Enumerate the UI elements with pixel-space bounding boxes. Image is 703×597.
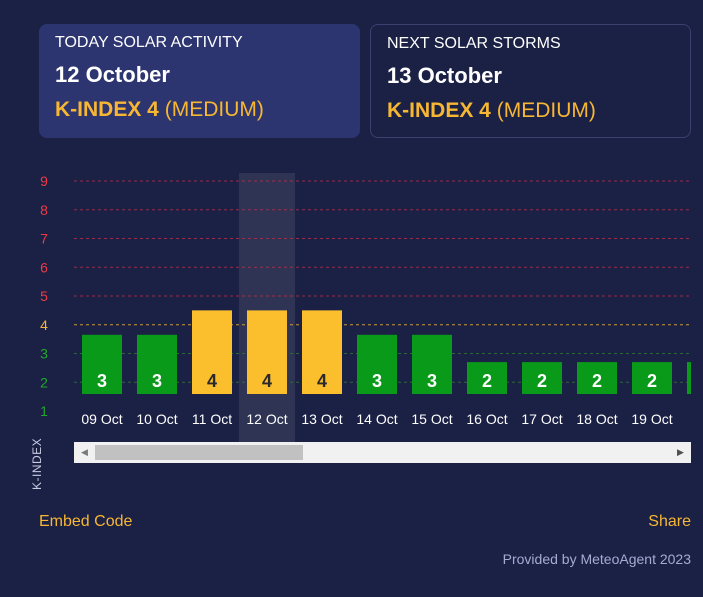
bar-value-label-3: 4 xyxy=(262,371,272,391)
next-heading: NEXT SOLAR STORMS xyxy=(387,35,561,52)
x-tick-7: 16 Oct xyxy=(466,411,507,427)
bar-11 xyxy=(687,362,691,394)
x-tick-6: 15 Oct xyxy=(411,411,452,427)
bar-6 xyxy=(412,334,452,394)
next-kindex: K-INDEX 4 (MEDIUM) xyxy=(387,99,674,123)
x-tick-5: 14 Oct xyxy=(356,411,397,427)
bar-value-label-6: 3 xyxy=(427,371,437,391)
bar-value-label-9: 2 xyxy=(592,371,602,391)
provided-by-text: Provided by MeteoAgent 2023 xyxy=(502,551,691,567)
x-tick-10: 19 Oct xyxy=(631,411,672,427)
bar-7 xyxy=(467,362,507,394)
bar-3 xyxy=(247,310,287,394)
bar-10 xyxy=(632,362,672,394)
bar-value-label-1: 3 xyxy=(152,371,162,391)
y-tick-1: 1 xyxy=(40,403,48,419)
bar-1 xyxy=(137,334,177,394)
bar-5 xyxy=(357,334,397,394)
bar-2 xyxy=(192,310,232,394)
bar-value-label-2: 4 xyxy=(207,371,217,391)
y-axis-label: K-INDEX xyxy=(30,437,44,490)
x-tick-1: 10 Oct xyxy=(136,411,177,427)
bar-value-label-8: 2 xyxy=(537,371,547,391)
y-tick-8: 8 xyxy=(40,202,48,218)
bar-value-label-10: 2 xyxy=(647,371,657,391)
today-level: (MEDIUM) xyxy=(164,98,264,121)
bar-4 xyxy=(302,310,342,394)
y-tick-2: 2 xyxy=(40,374,48,390)
kindex-bar-chart: 1 2 3 4 5 6 7 8 9 3 09 Oct 3 10 Oct 4 11 Oct 4 12 Oct 4 13… xyxy=(40,173,691,443)
share-link[interactable]: Share xyxy=(648,513,691,530)
x-tick-2: 11 Oct xyxy=(192,411,232,427)
next-date: 13 October xyxy=(387,63,502,88)
y-tick-3: 3 xyxy=(40,346,48,362)
bar-value-label-4: 4 xyxy=(317,371,327,391)
next-kindex-value: K-INDEX 4 xyxy=(387,99,491,122)
y-tick-9: 9 xyxy=(40,173,48,189)
highlight-band xyxy=(239,173,295,443)
bar-9 xyxy=(577,362,617,394)
today-date: 12 October xyxy=(55,62,170,87)
today-kindex: K-INDEX 4 (MEDIUM) xyxy=(55,98,344,122)
bar-value-label-0: 3 xyxy=(97,371,107,391)
next-storms-card: NEXT SOLAR STORMS 13 October K-INDEX 4 (… xyxy=(370,24,691,138)
bar-0 xyxy=(82,334,122,394)
today-heading: TODAY SOLAR ACTIVITY xyxy=(55,34,243,51)
x-tick-0: 09 Oct xyxy=(81,411,122,427)
today-activity-card: TODAY SOLAR ACTIVITY 12 October K-INDEX … xyxy=(39,24,360,138)
next-level: (MEDIUM) xyxy=(496,99,596,122)
x-tick-8: 17 Oct xyxy=(521,411,562,427)
x-tick-3: 12 Oct xyxy=(246,411,287,427)
x-tick-9: 18 Oct xyxy=(576,411,617,427)
x-tick-4: 13 Oct xyxy=(301,411,342,427)
scroll-left-arrow-icon[interactable]: ◀ xyxy=(81,447,88,457)
bar-value-label-5: 3 xyxy=(372,371,382,391)
scroll-thumb[interactable] xyxy=(95,445,303,460)
today-kindex-value: K-INDEX 4 xyxy=(55,98,159,121)
bar-8 xyxy=(522,362,562,394)
embed-code-link[interactable]: Embed Code xyxy=(39,513,133,530)
y-tick-7: 7 xyxy=(40,231,48,247)
y-tick-6: 6 xyxy=(40,259,48,275)
chart-horizontal-scrollbar[interactable]: ◀ ▶ xyxy=(74,442,691,463)
bar-value-label-7: 2 xyxy=(482,371,492,391)
y-tick-5: 5 xyxy=(40,288,48,304)
scroll-right-arrow-icon[interactable]: ▶ xyxy=(677,447,684,457)
y-tick-4: 4 xyxy=(40,317,48,333)
